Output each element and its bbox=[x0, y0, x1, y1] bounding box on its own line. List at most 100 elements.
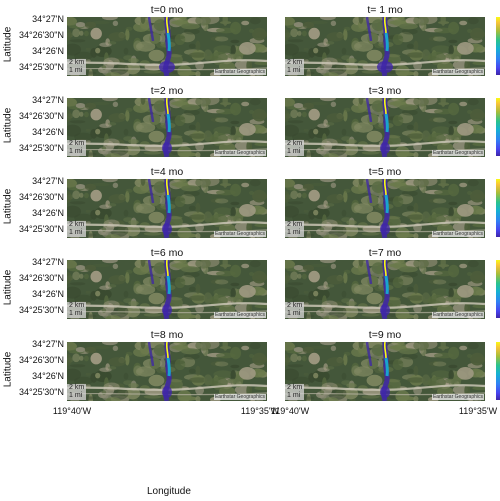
map-panel: 2 km 1 mi Earthstar Geographics bbox=[285, 17, 485, 76]
map-credit: Earthstar Geographics bbox=[213, 150, 266, 156]
x-tick-label: 119°40'W bbox=[270, 406, 310, 416]
colorbar bbox=[496, 342, 500, 400]
panel-title: t= 1 mo bbox=[367, 4, 403, 16]
satellite-terrain bbox=[67, 179, 267, 238]
colorbar bbox=[496, 179, 500, 237]
flow-deep-channel bbox=[165, 260, 169, 277]
scale-km-label: 2 km bbox=[287, 302, 303, 309]
map-credit: Earthstar Geographics bbox=[213, 312, 266, 318]
scale-mi-label: 1 mi bbox=[287, 229, 301, 236]
scale-mi-label: 1 mi bbox=[69, 148, 83, 155]
map-credit: Earthstar Geographics bbox=[431, 150, 484, 156]
panel-title: t=5 mo bbox=[368, 166, 402, 178]
satellite-terrain bbox=[285, 17, 485, 76]
y-tick-label: 34°26'N bbox=[32, 371, 64, 381]
colorbar bbox=[496, 17, 500, 75]
y-tick-label: 34°26'N bbox=[32, 46, 64, 56]
flow-fan bbox=[380, 142, 390, 154]
flow-fan bbox=[162, 223, 172, 235]
scale-mi-label: 1 mi bbox=[69, 67, 83, 74]
y-tick-label: 34°26'30"N bbox=[18, 111, 64, 121]
highway-line bbox=[67, 59, 267, 66]
flow-deep-channel bbox=[383, 98, 387, 115]
scale-km-label: 2 km bbox=[69, 302, 85, 309]
highway-line bbox=[285, 384, 485, 391]
satellite-terrain bbox=[67, 260, 267, 319]
panel-title: t=7 mo bbox=[368, 247, 402, 259]
y-tick-label: 34°27'N bbox=[32, 339, 64, 349]
x-tick-label: 119°35'W bbox=[240, 406, 280, 416]
colorbar bbox=[496, 98, 500, 156]
map-credit: Earthstar Geographics bbox=[431, 231, 484, 237]
satellite-terrain bbox=[285, 98, 485, 157]
highway-line bbox=[285, 221, 485, 228]
y-tick-label: 34°27'N bbox=[32, 257, 64, 267]
scale-km-label: 2 km bbox=[287, 384, 303, 391]
flow-fan bbox=[162, 304, 172, 316]
scale-bar: 2 km 1 mi bbox=[285, 59, 305, 75]
colorbar bbox=[496, 260, 500, 318]
y-tick-label: 34°25'30"N bbox=[18, 387, 64, 397]
map-credit: Earthstar Geographics bbox=[213, 231, 266, 237]
x-axis-label: Longitude bbox=[147, 486, 191, 497]
y-tick-label: 34°25'30"N bbox=[18, 224, 64, 234]
scale-km-label: 2 km bbox=[287, 221, 303, 228]
y-axis-label: Latitude bbox=[2, 26, 14, 63]
scale-bar: 2 km 1 mi bbox=[67, 140, 87, 156]
satellite-terrain bbox=[67, 98, 267, 157]
map-panel: 2 km 1 mi Earthstar Geographics bbox=[67, 98, 267, 157]
scale-mi-label: 1 mi bbox=[287, 310, 301, 317]
flow-fan bbox=[377, 61, 393, 73]
y-tick-label: 34°26'30"N bbox=[18, 30, 64, 40]
y-axis-label: Latitude bbox=[2, 351, 14, 388]
panel-title: t=9 mo bbox=[368, 329, 402, 341]
flow-fan bbox=[162, 386, 172, 398]
panel-title: t=0 mo bbox=[150, 4, 184, 16]
y-tick-label: 34°26'N bbox=[32, 208, 64, 218]
map-panel: 2 km 1 mi Earthstar Geographics bbox=[285, 342, 485, 401]
y-tick-label: 34°25'30"N bbox=[18, 305, 64, 315]
map-credit: Earthstar Geographics bbox=[431, 69, 484, 75]
y-tick-label: 34°26'N bbox=[32, 289, 64, 299]
highway-line bbox=[67, 302, 267, 309]
scale-km-label: 2 km bbox=[287, 140, 303, 147]
x-tick-label: 119°40'W bbox=[52, 406, 92, 416]
y-tick-label: 34°27'N bbox=[32, 14, 64, 24]
map-credit: Earthstar Geographics bbox=[431, 394, 484, 400]
y-tick-label: 34°26'30"N bbox=[18, 355, 64, 365]
scale-km-label: 2 km bbox=[287, 59, 303, 66]
satellite-terrain bbox=[67, 17, 267, 76]
highway-line bbox=[67, 140, 267, 147]
map-panel: 2 km 1 mi Earthstar Geographics bbox=[285, 179, 485, 238]
y-axis-label: Latitude bbox=[2, 107, 14, 144]
map-panel: 2 km 1 mi Earthstar Geographics bbox=[67, 342, 267, 401]
panel-title: t=3 mo bbox=[368, 85, 402, 97]
flow-deep-channel bbox=[383, 17, 387, 34]
scale-mi-label: 1 mi bbox=[287, 392, 301, 399]
scale-bar: 2 km 1 mi bbox=[67, 221, 87, 237]
y-tick-label: 34°25'30"N bbox=[18, 143, 64, 153]
scale-mi-label: 1 mi bbox=[69, 310, 83, 317]
scale-bar: 2 km 1 mi bbox=[67, 59, 87, 75]
highway-line bbox=[285, 302, 485, 309]
scale-mi-label: 1 mi bbox=[287, 67, 301, 74]
map-panel: 2 km 1 mi Earthstar Geographics bbox=[285, 260, 485, 319]
map-panel: 2 km 1 mi Earthstar Geographics bbox=[67, 260, 267, 319]
y-axis-label: Latitude bbox=[2, 269, 14, 306]
flow-deep-channel bbox=[165, 342, 169, 359]
flow-fan bbox=[380, 304, 390, 316]
scale-mi-label: 1 mi bbox=[287, 148, 301, 155]
flow-fan bbox=[380, 386, 390, 398]
scale-bar: 2 km 1 mi bbox=[67, 302, 87, 318]
satellite-terrain bbox=[285, 342, 485, 401]
map-panel: 2 km 1 mi Earthstar Geographics bbox=[67, 17, 267, 76]
scale-km-label: 2 km bbox=[69, 59, 85, 66]
flow-fan bbox=[159, 61, 175, 73]
flow-deep-channel bbox=[165, 98, 169, 115]
map-credit: Earthstar Geographics bbox=[213, 69, 266, 75]
scale-bar: 2 km 1 mi bbox=[67, 384, 87, 400]
flow-fan bbox=[162, 142, 172, 154]
map-panel: 2 km 1 mi Earthstar Geographics bbox=[285, 98, 485, 157]
scale-bar: 2 km 1 mi bbox=[285, 140, 305, 156]
satellite-terrain bbox=[285, 260, 485, 319]
